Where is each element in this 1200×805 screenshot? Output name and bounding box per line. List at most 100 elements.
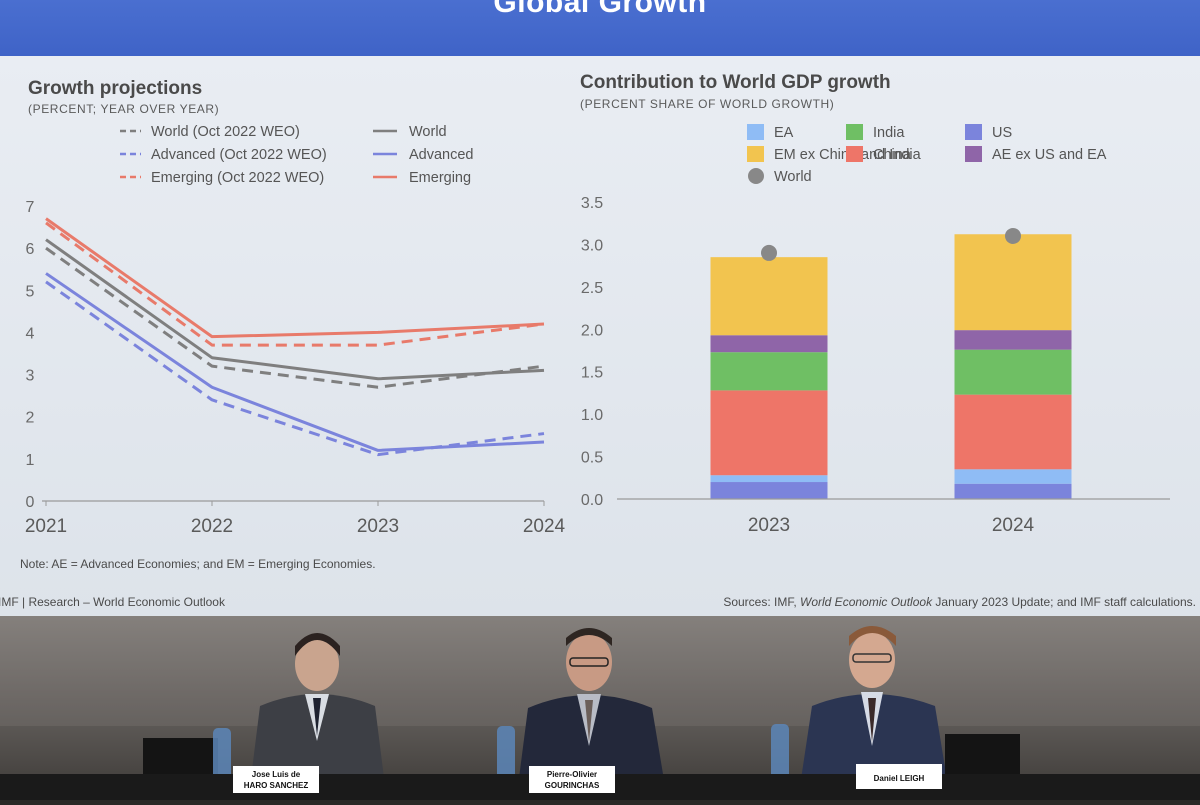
nameplate-left: Jose Luis de HARO SANCHEZ xyxy=(233,766,319,793)
left-chart-subtitle: (PERCENT; YEAR OVER YEAR) xyxy=(28,102,219,116)
bar-segment-india xyxy=(954,349,1072,395)
series-line-emerging-oct-2022-weo xyxy=(45,221,545,347)
y-tick-label: 5 xyxy=(26,283,35,300)
nameplate-line1: Jose Luis de xyxy=(252,770,301,779)
legend-swatch xyxy=(965,146,982,162)
legend-label: World xyxy=(774,169,812,185)
panelist-left-suit xyxy=(250,694,385,786)
x-tick-label: 2021 xyxy=(25,516,67,537)
legend-label: Emerging (Oct 2022 WEO) xyxy=(151,170,324,186)
legend-swatch xyxy=(965,124,982,140)
panelist-left-hair xyxy=(295,633,340,656)
x-tick-label: 2022 xyxy=(191,516,233,537)
panelist-right-hair xyxy=(849,626,896,646)
panelist-center xyxy=(518,628,665,786)
series-line-emerging xyxy=(45,217,545,339)
panelist-center-suit xyxy=(518,695,665,786)
panelist-center-hair xyxy=(566,628,612,646)
slide-charts: Growth projections (PERCENT; YEAR OVER Y… xyxy=(0,72,1196,609)
panelist-right-tie xyxy=(868,698,876,742)
legend-label: EA xyxy=(774,125,794,141)
series-line-advanced xyxy=(45,272,545,452)
sources-italic: World Economic Outlook xyxy=(800,595,933,609)
y-tick-label: 1 xyxy=(26,452,35,469)
panelist-left xyxy=(250,633,385,786)
nameplate-right: Daniel LEIGH xyxy=(856,764,942,789)
legend-swatch xyxy=(846,146,863,162)
water-bottle xyxy=(771,724,789,790)
footer-sources: Sources: IMF, World Economic Outlook Jan… xyxy=(723,595,1196,609)
y-tick-label: 1.0 xyxy=(581,407,603,424)
nameplate-card xyxy=(856,764,942,789)
glasses-icon xyxy=(852,653,892,663)
y-tick-label: 3 xyxy=(26,368,35,385)
bar-segment-china xyxy=(710,390,828,476)
series-line-world xyxy=(45,238,545,381)
bar-segment-ea xyxy=(954,469,1072,484)
x-tick-label: 2023 xyxy=(748,515,790,536)
world-marker xyxy=(761,244,777,261)
bar-segment-india xyxy=(710,352,828,391)
series-line-world-oct-2022-weo xyxy=(45,246,545,389)
right-chart-title: Contribution to World GDP growth xyxy=(580,72,891,93)
legend-label: Advanced xyxy=(409,147,474,163)
y-tick-label: 7 xyxy=(26,199,35,216)
sources-prefix: Sources: IMF, xyxy=(723,595,800,609)
legend-swatch xyxy=(747,124,764,140)
x-tick-label: 2024 xyxy=(992,515,1035,536)
footer-research-label: IMF | Research – World Economic Outlook xyxy=(0,595,226,609)
legend-label: World (Oct 2022 WEO) xyxy=(151,124,300,140)
series-line-advanced-oct-2022-weo xyxy=(45,280,545,457)
glasses-icon xyxy=(569,657,609,667)
bar-segment-ea xyxy=(710,475,828,483)
y-tick-label: 3.5 xyxy=(581,195,603,212)
panelist-right xyxy=(800,626,948,786)
x-tick-label: 2023 xyxy=(357,516,399,537)
legend-label: AE ex US and EA xyxy=(992,147,1107,163)
legend-label: US xyxy=(992,125,1012,141)
right-chart-subtitle: (PERCENT SHARE OF WORLD GROWTH) xyxy=(580,97,834,111)
world-marker xyxy=(1005,227,1021,244)
panelist-right-head xyxy=(849,632,895,688)
nameplate-card xyxy=(529,766,615,793)
y-tick-label: 4 xyxy=(26,325,35,342)
y-tick-label: 0.5 xyxy=(581,450,603,467)
press-conference-stage: Jose Luis de HARO SANCHEZ Pierre-Olivier… xyxy=(0,616,1200,800)
world-gdp-contribution-chart: 0.0 0.5 1.0 1.5 2.0 2.5 3.0 3.5 2023 2024 EA India U… xyxy=(581,124,1170,536)
bar-segment-ae-ex-us-and-ea xyxy=(710,335,828,353)
nameplate-line1: Daniel LEIGH xyxy=(874,774,925,783)
bar-segment-us xyxy=(954,483,1072,499)
stage-scene: Jose Luis de HARO SANCHEZ Pierre-Olivier… xyxy=(0,616,1200,800)
slide-banner: Global Growth xyxy=(0,0,1200,56)
bar-segment-china xyxy=(954,394,1072,470)
y-tick-label: 3.0 xyxy=(581,237,603,254)
y-tick-label: 1.5 xyxy=(581,365,603,382)
y-tick-label: 2.0 xyxy=(581,322,603,339)
legend-label: China xyxy=(873,147,912,163)
nameplate-center: Pierre-Olivier GOURINCHAS xyxy=(529,766,615,793)
bar-segment-us xyxy=(710,482,828,499)
panelist-left-head xyxy=(295,637,339,691)
panelist-right-suit xyxy=(800,694,948,786)
bar-segment-em-ex-china-and-india xyxy=(710,257,828,336)
legend-swatch xyxy=(747,146,764,162)
bar-segment-em-ex-china-and-india xyxy=(954,234,1072,331)
presentation-slide: Growth projections (PERCENT; YEAR OVER Y… xyxy=(0,56,1200,616)
y-tick-label: 2.5 xyxy=(581,280,603,297)
panelist-center-tie xyxy=(585,700,593,742)
left-chart-title: Growth projections xyxy=(28,78,202,99)
nameplate-line2: HARO SANCHEZ xyxy=(244,781,309,790)
y-tick-label: 2 xyxy=(26,410,35,427)
legend-swatch xyxy=(846,124,863,140)
panelist-center-head xyxy=(566,633,612,691)
nameplate-card xyxy=(233,766,319,793)
legend-swatch xyxy=(748,168,764,184)
nameplate-line2: GOURINCHAS xyxy=(545,781,600,790)
chart-note: Note: AE = Advanced Economies; and EM = … xyxy=(20,557,376,571)
y-tick-label: 6 xyxy=(26,241,35,258)
legend-label: Emerging xyxy=(409,170,471,186)
bar-segment-ae-ex-us-and-ea xyxy=(954,330,1072,350)
nameplate-line1: Pierre-Olivier xyxy=(547,770,597,779)
y-tick-label: 0 xyxy=(26,494,35,511)
panelist-left-tie xyxy=(313,698,321,736)
